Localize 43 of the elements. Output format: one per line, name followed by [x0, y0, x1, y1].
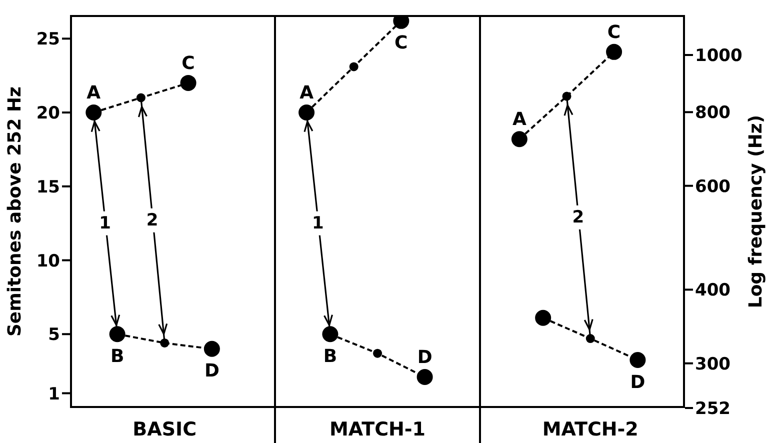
- point: [606, 44, 622, 60]
- point: [86, 104, 102, 121]
- y-tick-label: 25: [36, 30, 60, 50]
- point: [298, 104, 315, 121]
- y-tick-label: 10: [36, 251, 60, 272]
- point: [630, 352, 646, 368]
- y2-tick-label: 400: [695, 280, 731, 301]
- point: [204, 340, 220, 357]
- point: [322, 326, 338, 342]
- series-label: 2: [572, 207, 584, 228]
- data-label: C: [182, 52, 195, 74]
- data-label: C: [607, 22, 621, 43]
- x-tick-label: MATCH-1: [329, 418, 426, 440]
- data-label: A: [86, 82, 101, 104]
- data-label: D: [630, 372, 646, 393]
- y-tick-label: 15: [36, 177, 60, 198]
- y2-tick-label: 800: [695, 103, 731, 124]
- point: [511, 131, 528, 148]
- y-tick-label: 20: [36, 104, 60, 124]
- y2-tick-label: 300: [695, 354, 731, 374]
- y-tick-label: 1: [48, 384, 60, 404]
- y2-tick-label: 600: [695, 176, 731, 197]
- series-label: 2: [146, 210, 158, 230]
- point: [180, 74, 196, 91]
- y2-axis-title: Log frequency (Hz): [745, 114, 766, 308]
- data-label: B: [110, 346, 124, 367]
- x-tick-label: BASIC: [132, 418, 197, 440]
- point: [109, 326, 126, 342]
- x-tick-label: MATCH-2: [542, 418, 638, 440]
- point: [416, 368, 433, 385]
- y-tick-label: 5: [48, 325, 60, 346]
- y2-tick-label: 1000: [695, 46, 742, 66]
- data-label: A: [512, 109, 526, 130]
- point: [535, 310, 552, 326]
- series-label: 1: [99, 213, 111, 234]
- series-label: 1: [312, 213, 324, 234]
- y2-tick-label: 252: [695, 399, 730, 420]
- y-axis-title: Semitones above 252 Hz: [4, 86, 26, 337]
- data-label: D: [204, 360, 220, 382]
- data-label: B: [323, 346, 338, 367]
- data-label: D: [417, 346, 432, 368]
- data-label: A: [300, 82, 314, 104]
- data-label: C: [394, 32, 408, 54]
